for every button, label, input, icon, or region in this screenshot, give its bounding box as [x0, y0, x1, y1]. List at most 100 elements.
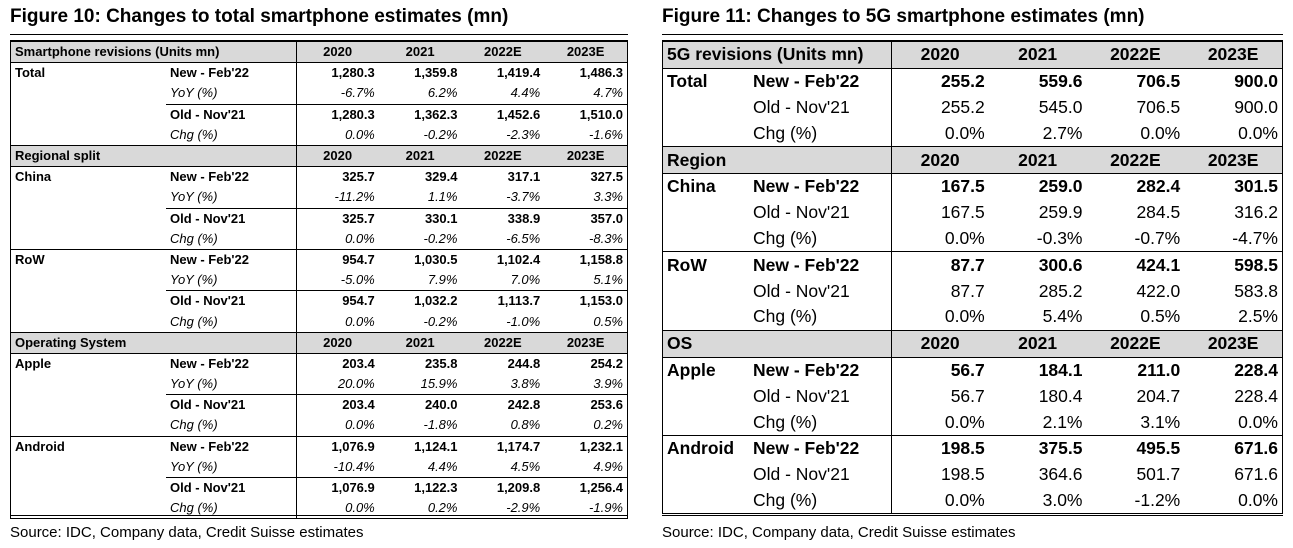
value-cell: 327.5 [590, 169, 623, 185]
row-label: Old - Nov'21 [166, 290, 297, 312]
row-group-label: Total [667, 71, 708, 92]
year-header: 2021 [988, 146, 1087, 174]
value-cell: 1,486.3 [579, 65, 623, 81]
section-header: 5G revisions (Units mn) [663, 41, 892, 69]
value-cell: -1.6% [589, 126, 623, 142]
value-cell: 87.7 [950, 280, 985, 301]
row-label: New - Feb'22 [166, 166, 297, 188]
value-cell: 671.6 [1234, 464, 1278, 485]
value-cell: 259.9 [1038, 202, 1083, 223]
value-cell: 1,256.4 [544, 476, 627, 499]
row-group-label: Android [663, 434, 749, 462]
value-cell: 0.0% [345, 126, 375, 142]
value-cell: 424.1 [1086, 251, 1185, 279]
row-group-spacer [663, 462, 749, 488]
table-frame: 5G revisions (Units mn) 2020 2021 2022E 2023… [662, 40, 1283, 515]
row-group-spacer [663, 383, 749, 409]
value-cell: 87.7 [891, 251, 989, 279]
year-header: 2022E [1086, 146, 1185, 174]
year-header: 2023E [544, 40, 627, 64]
table-row: China New - Feb'22 325.7 329.4 317.1 327.5 [11, 166, 627, 188]
table-row: Android New - Feb'22 198.5 375.5 495.5 671.6 [663, 434, 1282, 462]
table-row: Total New - Feb'22 255.2 559.6 706.5 900.0 [663, 68, 1282, 95]
year-header: 2020 [891, 329, 989, 358]
value-cell: 598.5 [1184, 251, 1282, 279]
value-cell: 0.2% [427, 500, 458, 516]
year-header: 2022E [461, 331, 545, 354]
table-row: YoY (%) -5.0% 7.9% 7.0% 5.1% [11, 270, 627, 291]
row-group-spacer [11, 208, 166, 229]
table-row: Chg (%) 0.0% 2.1% 3.1% 0.0% [663, 409, 1282, 436]
table-frame: Smartphone revisions (Units mn) 2020 2021 2… [10, 40, 628, 520]
row-label: Chg (%) [749, 487, 892, 514]
value-cell: -6.5% [506, 230, 541, 246]
value-cell: 0.8% [510, 417, 541, 433]
value-cell: 203.4 [296, 394, 379, 416]
year-header: 2020 [296, 144, 379, 168]
value-cell: -2.3% [506, 126, 541, 142]
figure-title: Figure 10: Changes to total smartphone e… [10, 0, 628, 35]
table-row: Old - Nov'21 255.2 545.0 706.5 900.0 [663, 94, 1282, 121]
value-cell: -0.2% [423, 313, 458, 329]
row-label: New - Feb'22 [166, 62, 297, 84]
value-cell: 301.5 [1234, 176, 1278, 197]
row-group-label: China [667, 176, 716, 197]
row-label: YoY (%) [166, 83, 297, 105]
value-cell: 422.0 [1136, 280, 1181, 301]
year-header: 2021 [988, 41, 1087, 69]
value-cell: 317.1 [507, 169, 541, 185]
value-cell: 3.1% [1140, 411, 1181, 432]
row-group-label: RoW [11, 248, 166, 271]
row-group-spacer [11, 125, 166, 146]
value-cell: 1,158.8 [544, 248, 627, 271]
section-header: Region [663, 146, 892, 174]
year-header: 2020 [891, 41, 989, 69]
5g-estimates-table: 5G revisions (Units mn) 2020 2021 2022E 2023… [663, 41, 1282, 514]
value-cell: 0.0% [944, 122, 985, 143]
table-row: YoY (%) -10.4% 4.4% 4.5% 4.9% [11, 456, 627, 478]
value-cell: -11.2% [334, 189, 375, 205]
table-row: Old - Nov'21 1,280.3 1,362.3 1,452.6 1,510.0 [11, 103, 627, 125]
value-cell: 5.1% [593, 272, 623, 288]
table-row: RoW New - Feb'22 954.7 1,030.5 1,102.4 1,158.… [11, 248, 627, 271]
value-cell: 2.7% [1042, 122, 1083, 143]
value-cell: 706.5 [1136, 71, 1181, 92]
table-row: Chg (%) 0.0% 0.2% -2.9% -1.9% [11, 498, 627, 519]
value-cell: 167.5 [940, 202, 985, 223]
value-cell: 1,510.0 [544, 103, 627, 125]
table-row: Apple New - Feb'22 203.4 235.8 244.8 254.2 [11, 353, 627, 374]
row-label: Old - Nov'21 [166, 476, 297, 499]
row-label: New - Feb'22 [749, 173, 892, 200]
figure-10: Figure 10: Changes to total smartphone e… [10, 0, 628, 541]
value-cell: 1,032.2 [378, 290, 462, 312]
row-label: New - Feb'22 [166, 248, 297, 271]
row-label: Chg (%) [166, 228, 297, 250]
value-cell: 1,419.4 [496, 65, 541, 81]
row-label: YoY (%) [166, 456, 297, 478]
value-cell: 167.5 [940, 176, 985, 197]
value-cell: 3.0% [1042, 489, 1083, 510]
row-label: Old - Nov'21 [749, 278, 892, 304]
table-row: Chg (%) 0.0% -1.8% 0.8% 0.2% [11, 415, 627, 437]
year-header: 2021 [378, 331, 462, 354]
row-label: YoY (%) [166, 270, 297, 291]
section-header-row: Operating System 2020 2021 2022E 2023E [11, 331, 627, 354]
value-cell: 6.2% [427, 85, 458, 101]
value-cell: -3.7% [506, 189, 541, 205]
value-cell: 203.4 [342, 355, 375, 371]
table-row: Chg (%) 0.0% 2.7% 0.0% 0.0% [663, 120, 1282, 147]
row-label: Chg (%) [166, 311, 297, 333]
value-cell: 1,076.9 [296, 476, 379, 499]
value-cell: -2.9% [506, 500, 541, 516]
table-row: Chg (%) 0.0% -0.2% -2.3% -1.6% [11, 124, 627, 146]
table-row: YoY (%) -11.2% 1.1% -3.7% 3.3% [11, 187, 627, 208]
section-header: Smartphone revisions (Units mn) [11, 40, 297, 64]
row-group-label: Android [11, 435, 166, 457]
row-label: Old - Nov'21 [749, 461, 892, 488]
year-header: 2022E [1086, 329, 1185, 358]
row-group-spacer [11, 374, 166, 395]
row-label: New - Feb'22 [166, 435, 297, 457]
row-group-spacer [11, 311, 166, 332]
value-cell: 1,153.0 [544, 290, 627, 312]
year-header: 2023E [1184, 329, 1282, 358]
